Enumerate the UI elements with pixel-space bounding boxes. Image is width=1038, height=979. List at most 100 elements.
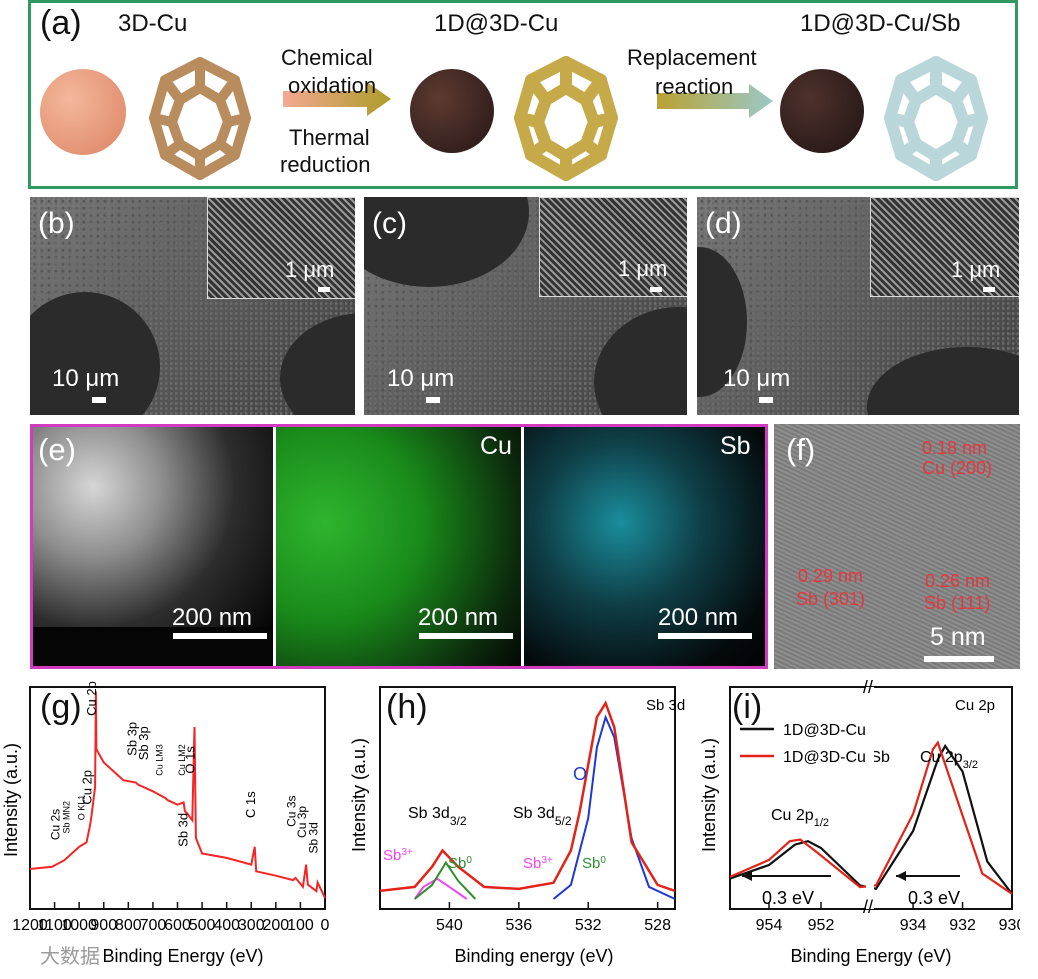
sem-b-main-scale: 10 μm [52, 365, 120, 392]
sem-d-inset [870, 197, 1019, 297]
step1-label-bot2: reduction [280, 152, 371, 177]
sb3plus-component [413, 877, 468, 900]
panel-b-label: (b) [38, 207, 75, 240]
envelope-line [379, 700, 676, 893]
sem-b-main-scalebar [92, 397, 106, 403]
chart-i-xlabel: Binding Energy (eV) [790, 946, 951, 966]
survey-peak-label-7: Cu LM3 [155, 744, 165, 776]
sem-b-inset-scalebar [318, 287, 330, 292]
sem-c-inset [539, 197, 687, 297]
cu2p-chart: 954 952 934 932 930 Intensity (a.u.) Binding… [700, 680, 1020, 966]
panel-f-ann1a: 0.18 nm [922, 438, 988, 458]
chart-h-sb3-right: Sb3+ [523, 855, 553, 873]
sem-b-void-2 [280, 313, 355, 415]
haadf-bright-region [33, 427, 273, 627]
panel-e-scale-1: 200 nm [172, 604, 253, 631]
step2-label-top: Replacement [627, 45, 757, 70]
sem-c-inset-scale: 1 μm [618, 256, 668, 281]
chart-i-cu32: Cu 2p3/2 [920, 749, 978, 771]
survey-peak-label-1: Sb MN2 [61, 801, 71, 834]
step1-label-bot: Thermal [289, 125, 370, 150]
survey-peak-label-10: Sb 3d [175, 813, 190, 847]
panel-e-scalebar-2 [419, 633, 513, 639]
panel-e-scale-2: 200 nm [418, 604, 499, 631]
x-tick-label: 1100 [37, 917, 72, 934]
chart-i-cu12: Cu 2p1/2 [771, 807, 829, 829]
sem-d-main-scalebar [759, 397, 773, 403]
survey-peak-label-13: Cu 3p [295, 806, 309, 838]
survey-peak-label-11: C 1s [243, 791, 258, 818]
panel-h-label: (h) [386, 688, 428, 726]
sem-c-void-2 [594, 307, 687, 415]
x-tick-label: 528 [644, 917, 671, 934]
survey-peak-label-4: Cu 2p [84, 681, 99, 716]
panel-e-scalebar-1 [173, 633, 267, 639]
legend-1-label: 1D@3D-Cu [783, 722, 866, 739]
survey-peak-label-2: O KL1 [77, 795, 87, 821]
panel-g-watermark: 大数据 [40, 946, 100, 968]
panel-f-ann2b: Sb (301) [796, 589, 866, 609]
panel-f-scalebar [924, 656, 994, 662]
panel-f-ann1b: Cu (200) [922, 458, 993, 478]
x-tick-label: 1200 [12, 917, 48, 934]
x-tick-label: 500 [189, 917, 216, 934]
x-tick-label: 900 [90, 917, 117, 934]
series-1d3dcu-line [729, 743, 1013, 895]
x-tick-label: 932 [949, 917, 976, 934]
sem-d-void-2 [867, 347, 1019, 415]
cu-frame-icon [149, 57, 251, 180]
arrow-2 [657, 84, 773, 118]
shift-arrow-1-head [742, 871, 752, 881]
sem-panel-b: (b) 1 μm 10 μm [30, 197, 355, 415]
chart-i-ylabel: Intensity (a.u.) [700, 738, 719, 852]
panel-f-label: (f) [786, 432, 816, 467]
chart-g-frame [29, 686, 326, 910]
panel-f-scale: 5 nm [930, 623, 986, 651]
panel-a-title-1d3d: 1D@3D-Cu [434, 10, 559, 37]
cu-disc-image [40, 69, 126, 155]
sb0-component [414, 860, 477, 900]
x-tick-label: 952 [808, 917, 835, 934]
panel-e-label: (e) [38, 432, 76, 467]
survey-peak-label-6: Sb 3p [136, 726, 151, 760]
x-tick-label: 300 [238, 917, 265, 934]
legend-2-label: 1D@3D-Cu/Sb [783, 749, 890, 766]
x-tick-label: 200 [262, 917, 289, 934]
chart-i-shift2: 0.3 eV [908, 888, 960, 908]
sem-panel-c: (c) 1 μm 10 μm [364, 197, 687, 415]
survey-peak-label-5: Sb 3p [125, 722, 140, 756]
x-tick-label: 0 [321, 917, 330, 934]
sem-d-inset-scalebar [983, 287, 995, 292]
survey-peak-label-12: Cu 3s [285, 796, 299, 827]
chart-i-shift1: 0.3 eV [762, 888, 814, 908]
sb3d-chart: 540 536 532 528 Intensity (a.u.) Binding en… [350, 686, 685, 966]
x-tick-label: 934 [900, 917, 927, 934]
survey-series-line [29, 691, 326, 899]
survey-peak-label-8: Cu LM2 [177, 744, 187, 776]
survey-peak-label-3: Cu 2p [79, 770, 94, 805]
chart-g-ylabel: Intensity (a.u.) [1, 743, 21, 857]
panel-c-label: (c) [372, 207, 407, 240]
chart-h-xlabel: Binding energy (eV) [454, 946, 613, 966]
panel-a-title-final: 1D@3D-Cu/Sb [800, 10, 961, 37]
panel-e-sb-map [524, 427, 765, 666]
panel-e-frame [30, 424, 768, 669]
x-tick-label: 540 [436, 917, 463, 934]
blue-frame-icon [884, 56, 988, 181]
chart-h-sb52-label: Sb 3d5/2 [513, 805, 572, 828]
x-tick-label: 600 [164, 917, 191, 934]
chart-h-sb32-label: Sb 3d3/2 [408, 805, 467, 828]
x-tick-label: 954 [756, 917, 783, 934]
chart-h-ylabel: Intensity (a.u.) [350, 738, 369, 852]
series-1d3dcusb-line [729, 740, 1013, 895]
chart-h-o-label: O [573, 764, 587, 784]
sem-panel-d: (d) 1 μm 10 μm [697, 197, 1019, 415]
chart-g-xlabel: Binding Energy (eV) [102, 946, 263, 966]
shift-arrow-2-head [896, 871, 906, 881]
survey-peak-label-9: O 1s [182, 746, 197, 774]
panel-f-ann3a: 0.26 nm [925, 571, 991, 591]
dark-disc-image [410, 69, 494, 153]
step1-label-mid: oxidation [288, 73, 377, 98]
